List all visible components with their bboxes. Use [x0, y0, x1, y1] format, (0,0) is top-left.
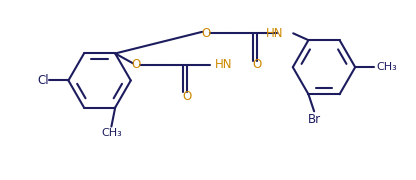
- Text: CH₃: CH₃: [376, 62, 397, 72]
- Text: O: O: [253, 58, 262, 71]
- Text: Br: Br: [307, 113, 321, 126]
- Text: O: O: [183, 90, 192, 103]
- Text: HN: HN: [215, 58, 232, 71]
- Text: Cl: Cl: [37, 74, 49, 87]
- Text: HN: HN: [266, 27, 284, 40]
- Text: O: O: [201, 27, 211, 40]
- Text: O: O: [131, 58, 141, 71]
- Text: CH₃: CH₃: [101, 128, 122, 138]
